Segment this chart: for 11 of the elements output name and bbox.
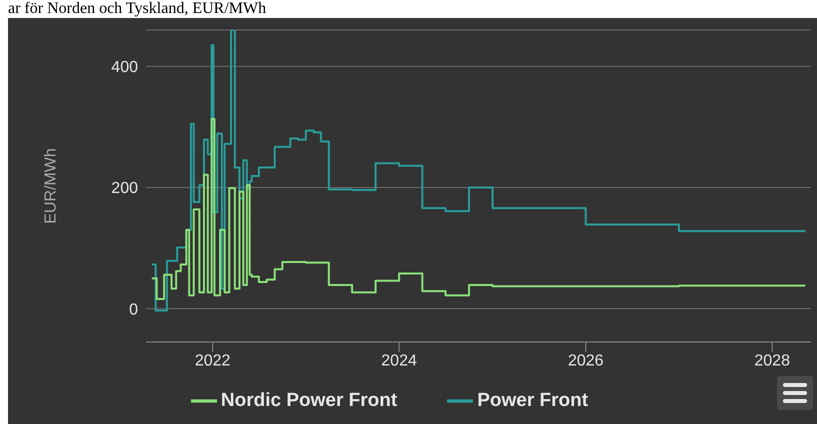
legend-label: Power Front xyxy=(477,390,588,412)
x-tick-label: 2022 xyxy=(194,352,231,370)
x-tick-label: 2024 xyxy=(381,352,417,370)
legend-label: Nordic Power Front xyxy=(220,390,398,412)
chart-title: ar för Norden och Tyskland, EUR/MWh xyxy=(7,0,268,18)
y-axis-title: EUR/MWh xyxy=(42,148,60,224)
y-tick-label: 400 xyxy=(111,59,138,76)
y-tick-label: 200 xyxy=(111,180,138,198)
y-tick-label: 0 xyxy=(129,301,138,318)
x-tick-label: 2026 xyxy=(568,352,604,370)
x-tick-label: 2028 xyxy=(754,352,790,370)
